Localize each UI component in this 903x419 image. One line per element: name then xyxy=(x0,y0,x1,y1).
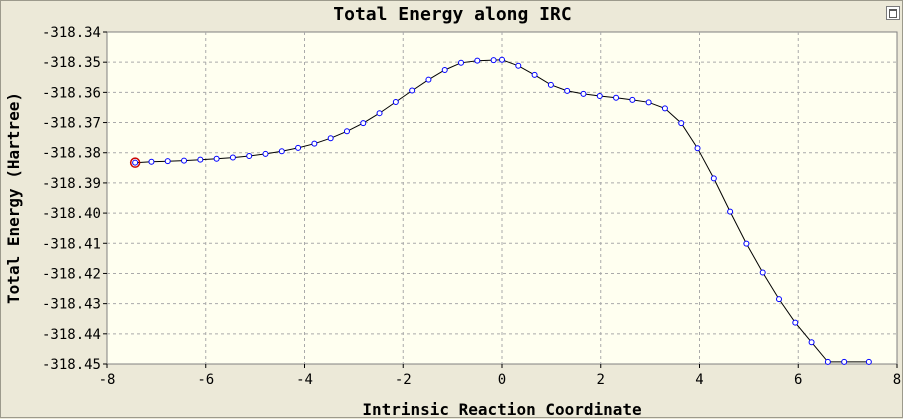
data-point[interactable] xyxy=(841,358,848,365)
grid-lines xyxy=(107,32,897,364)
data-point[interactable] xyxy=(327,135,334,142)
current-point-marker[interactable] xyxy=(129,157,141,168)
data-point[interactable] xyxy=(409,87,416,94)
data-point[interactable] xyxy=(278,148,285,155)
x-tick-label: -6 xyxy=(197,372,214,388)
data-point[interactable] xyxy=(295,144,302,151)
data-point[interactable] xyxy=(661,105,668,112)
data-point[interactable] xyxy=(148,158,155,165)
x-tick-label: -8 xyxy=(99,372,116,388)
data-point[interactable] xyxy=(392,99,399,106)
x-tick-label: -4 xyxy=(296,372,313,388)
x-tick-label: 2 xyxy=(597,372,605,388)
chart-title: Total Energy along IRC xyxy=(333,4,572,25)
data-point[interactable] xyxy=(727,208,734,215)
data-point[interactable] xyxy=(710,175,717,182)
data-point[interactable] xyxy=(629,96,636,103)
data-point[interactable] xyxy=(808,339,815,346)
y-tick-label: -318.42 xyxy=(42,266,101,282)
data-point[interactable] xyxy=(458,59,465,66)
data-point[interactable] xyxy=(360,120,367,127)
data-point[interactable] xyxy=(613,94,620,101)
data-point[interactable] xyxy=(474,57,481,64)
data-point[interactable] xyxy=(824,358,831,365)
data-point[interactable] xyxy=(132,159,139,166)
data-point[interactable] xyxy=(490,57,497,64)
data-point[interactable] xyxy=(262,150,269,157)
data-point[interactable] xyxy=(564,87,571,94)
x-tick-label: -2 xyxy=(395,372,412,388)
y-axis-ticks: -318.34 -318.35 -318.36 -318.37 -318.38 -318.… xyxy=(42,25,107,373)
data-point[interactable] xyxy=(865,358,872,365)
data-markers xyxy=(129,56,872,365)
x-tick-label: 0 xyxy=(498,372,506,388)
y-tick-label: -318.34 xyxy=(42,25,101,41)
data-point[interactable] xyxy=(181,157,188,164)
data-point[interactable] xyxy=(792,319,799,326)
y-tick-label: -318.41 xyxy=(42,236,101,252)
x-axis-ticks: -8 -6 -4 -2 0 2 4 6 8 xyxy=(99,364,901,388)
series-line xyxy=(135,59,869,363)
y-tick-label: -318.43 xyxy=(42,297,101,313)
data-point[interactable] xyxy=(531,71,538,78)
data-point[interactable] xyxy=(311,140,318,147)
y-tick-label: -318.36 xyxy=(42,85,101,101)
data-point[interactable] xyxy=(694,145,701,152)
data-point[interactable] xyxy=(229,154,236,161)
y-tick-label: -318.39 xyxy=(42,176,101,192)
data-point[interactable] xyxy=(164,158,171,165)
data-point[interactable] xyxy=(759,269,766,276)
y-tick-label: -318.35 xyxy=(42,55,101,71)
data-point[interactable] xyxy=(678,120,685,127)
data-point[interactable] xyxy=(743,240,750,247)
data-point[interactable] xyxy=(441,67,448,74)
data-point[interactable] xyxy=(515,62,522,69)
x-tick-label: 4 xyxy=(695,372,703,388)
maximize-icon[interactable] xyxy=(886,6,900,20)
y-axis-label: Total Energy (Hartree) xyxy=(4,92,23,304)
x-tick-label: 6 xyxy=(794,372,802,388)
y-tick-label: -318.44 xyxy=(42,327,101,343)
data-point[interactable] xyxy=(197,156,204,163)
x-axis-label: Intrinsic Reaction Coordinate xyxy=(362,400,641,419)
x-tick-label: 8 xyxy=(893,372,901,388)
data-point[interactable] xyxy=(596,92,603,99)
data-point[interactable] xyxy=(376,110,383,117)
data-point[interactable] xyxy=(213,155,220,162)
data-point[interactable] xyxy=(425,76,432,83)
data-point[interactable] xyxy=(580,90,587,97)
data-point[interactable] xyxy=(775,296,782,303)
data-point[interactable] xyxy=(343,128,350,135)
y-tick-label: -318.38 xyxy=(42,146,101,162)
data-point[interactable] xyxy=(547,81,554,88)
y-tick-label: -318.37 xyxy=(42,116,101,132)
data-point[interactable] xyxy=(246,153,253,160)
data-point[interactable] xyxy=(499,56,505,63)
y-tick-label: -318.45 xyxy=(42,357,101,373)
y-tick-label: -318.40 xyxy=(42,206,101,222)
data-point[interactable] xyxy=(645,99,652,106)
